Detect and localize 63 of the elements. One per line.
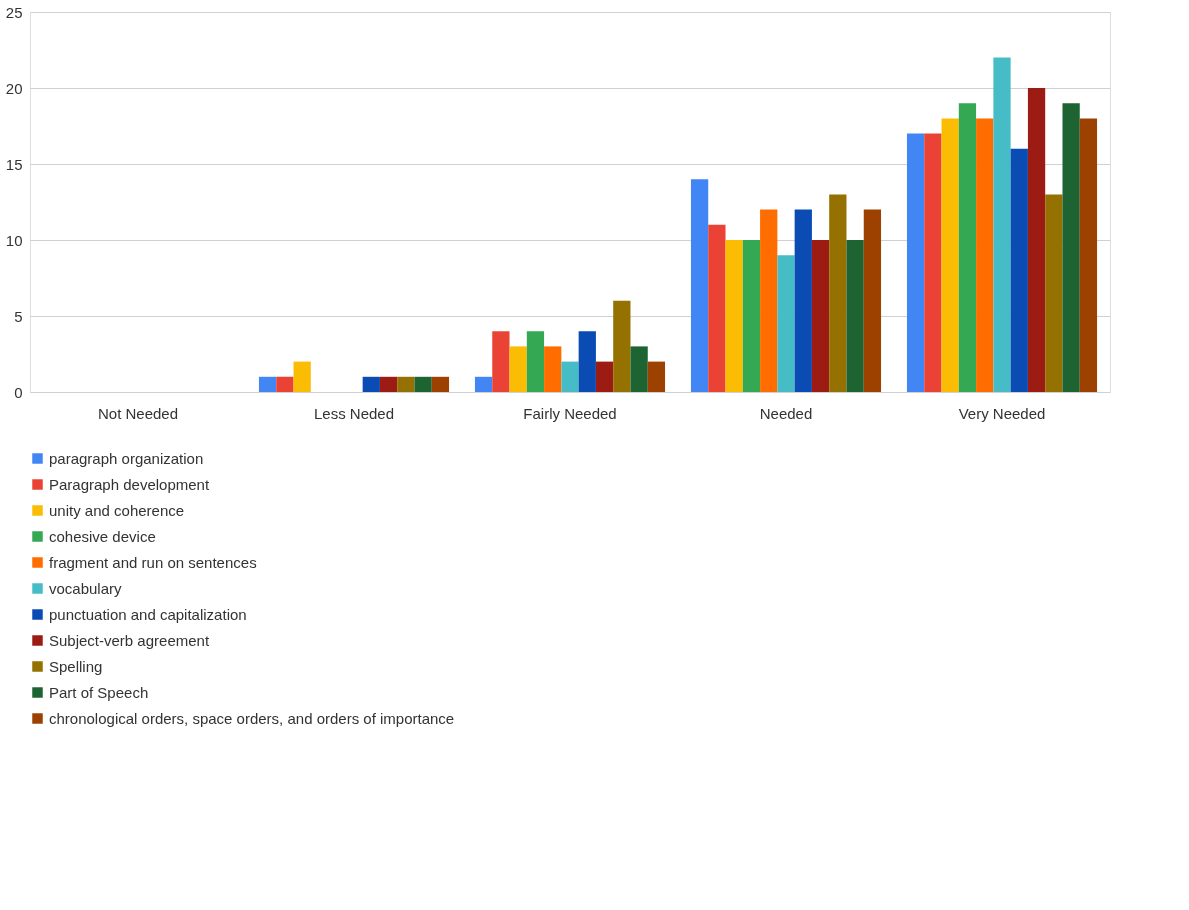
bar	[863, 209, 882, 392]
bar	[1062, 103, 1080, 392]
legend-label: unity and coherence	[49, 501, 185, 519]
bar	[397, 376, 415, 392]
y-tick-label: 25	[5, 3, 23, 21]
bar	[474, 376, 493, 392]
bar	[1045, 194, 1063, 392]
legend-label: fragment and run on sentences	[49, 553, 257, 571]
bar	[690, 179, 709, 392]
x-tick-label: Fairly Needed	[523, 404, 617, 422]
bar	[647, 361, 666, 392]
bar	[293, 361, 311, 392]
bar	[258, 376, 277, 392]
bar	[846, 240, 864, 392]
bar	[526, 331, 545, 392]
bar	[742, 240, 761, 392]
bar	[777, 255, 795, 392]
bar	[924, 133, 942, 392]
legend-label: cohesive device	[49, 527, 156, 545]
legend-label: chronological orders, space orders, and orders of importance	[49, 709, 455, 727]
bar	[1079, 118, 1098, 392]
bar	[811, 240, 830, 392]
legend-label: Subject-verb agreement	[49, 631, 210, 649]
bar	[725, 240, 743, 392]
legend-label: Spelling	[49, 657, 103, 675]
bar	[1010, 148, 1028, 392]
x-tick-label: Not Needed	[97, 404, 179, 422]
bar	[906, 133, 925, 392]
legend-label: Paragraph development	[49, 475, 210, 493]
bar	[544, 346, 562, 392]
bar	[561, 361, 579, 392]
bar	[958, 103, 977, 392]
y-tick-label: 5	[14, 307, 23, 325]
bar	[760, 209, 778, 392]
y-tick-label: 20	[5, 79, 23, 97]
y-tick-label: 10	[5, 231, 23, 249]
y-tick-label: 0	[14, 383, 23, 401]
bar	[362, 376, 380, 392]
legend-label: vocabulary	[49, 579, 123, 597]
bar	[993, 57, 1011, 392]
bar	[379, 376, 398, 392]
x-tick-label: Very Needed	[958, 404, 1046, 422]
bar	[613, 300, 631, 392]
legend-label: paragraph organization	[49, 449, 204, 467]
bar	[976, 118, 994, 392]
bar	[509, 346, 527, 392]
x-tick-label: Needed	[759, 404, 813, 422]
x-tick-label: Less Neded	[313, 404, 395, 422]
bar	[431, 376, 450, 392]
y-tick-label: 15	[5, 155, 23, 173]
bar	[794, 209, 812, 392]
legend-label: punctuation and capitalization	[49, 605, 247, 623]
bar	[492, 331, 510, 392]
bar	[941, 118, 959, 392]
bar	[276, 376, 294, 392]
bar	[630, 346, 648, 392]
bar	[829, 194, 847, 392]
bar	[578, 331, 596, 392]
bar	[414, 376, 432, 392]
bar	[1027, 88, 1046, 392]
bar	[708, 224, 726, 392]
legend-label: Part of Speech	[49, 683, 149, 701]
bar	[595, 361, 614, 392]
